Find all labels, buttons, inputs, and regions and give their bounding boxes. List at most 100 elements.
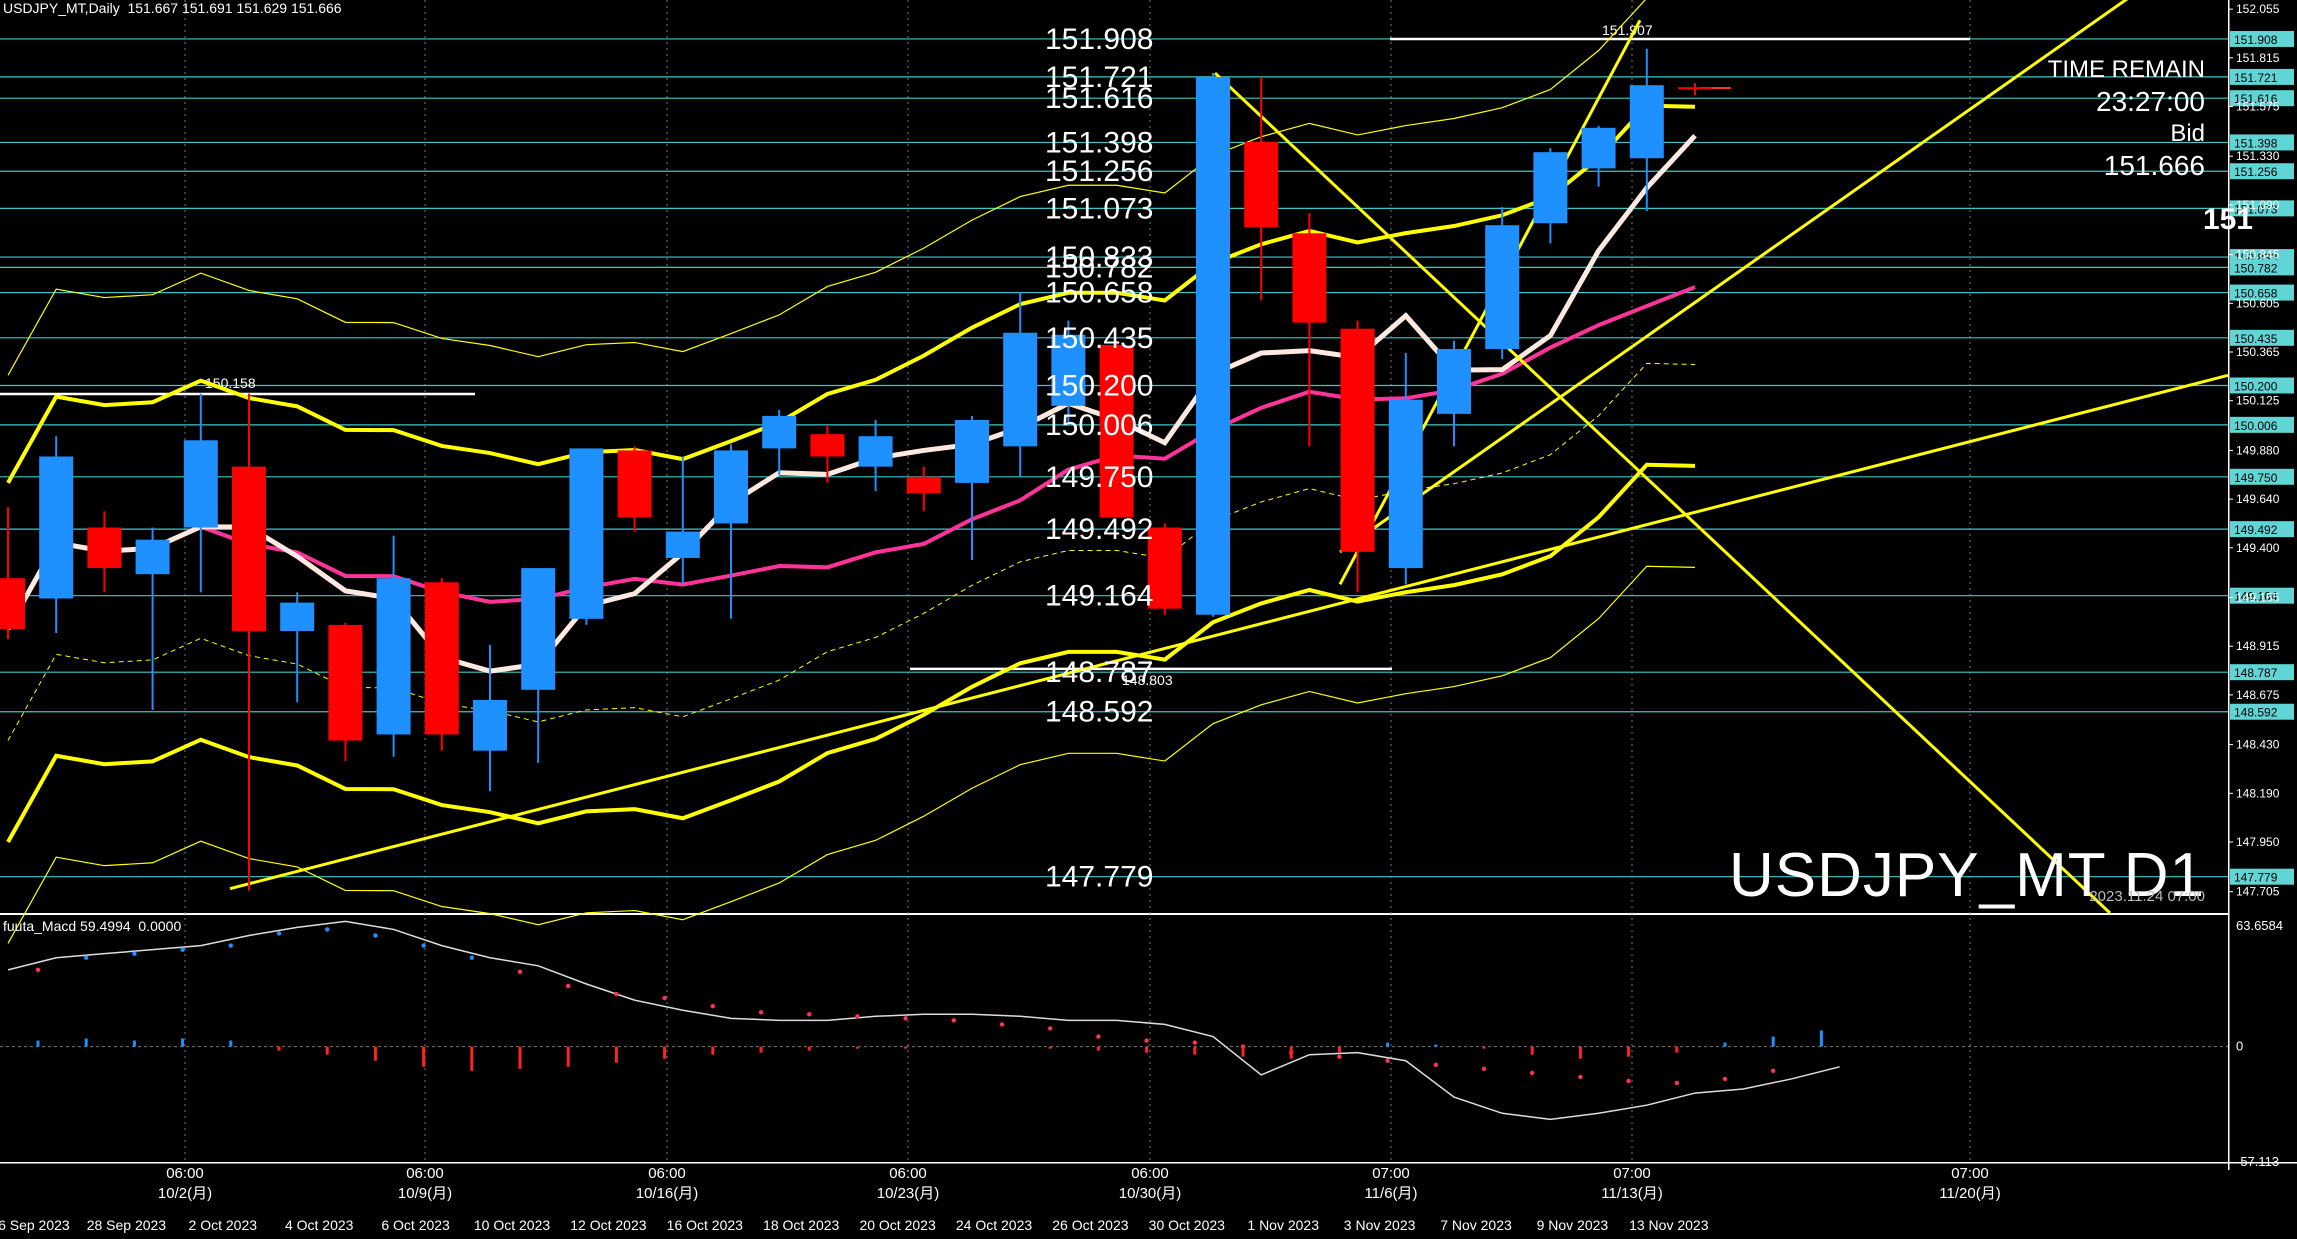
date-label: 26 Oct 2023 <box>1052 1217 1128 1233</box>
candle <box>135 527 170 711</box>
candle-body <box>376 578 411 735</box>
macd-signal-dot <box>373 933 378 938</box>
candle <box>1485 206 1520 360</box>
candle-body <box>1051 334 1086 406</box>
macd-signal-dot <box>903 1016 908 1021</box>
time-label-bottom: 10/16(月) <box>636 1185 699 1202</box>
time-label-bottom: 10/30(月) <box>1119 1185 1182 1202</box>
date-label: 1 Nov 2023 <box>1247 1217 1319 1233</box>
candle-body <box>1388 399 1423 569</box>
macd-signal-dot <box>421 943 426 948</box>
axis-level-text: 149.164 <box>2234 590 2278 604</box>
time-label-bottom: 11/6(月) <box>1364 1185 1417 1202</box>
candle <box>87 511 122 593</box>
macd-signal-dot <box>1337 1054 1342 1059</box>
price-axis: 151.908 151.721 151.616 151.398 151.256 151.0… <box>2228 2 2294 899</box>
axis-level-badge <box>2230 377 2294 394</box>
macd-signal-dot <box>517 969 523 975</box>
ichimoku-span <box>7 362 1696 741</box>
axis-tick-label: 149.640 <box>2236 492 2280 506</box>
date-label: 28 Sep 2023 <box>87 1217 167 1233</box>
candle-body <box>0 578 25 629</box>
macd-signal-dot <box>758 1010 764 1015</box>
macd-signal-dot <box>566 983 571 989</box>
candle <box>1147 523 1182 615</box>
price-level-label: 151.073 <box>1045 192 1153 225</box>
macd-signal-dot <box>325 927 330 932</box>
macd-signal-dot <box>84 955 89 960</box>
date-label: 3 Nov 2023 <box>1344 1217 1416 1233</box>
axis-tick-label: 148.675 <box>2236 688 2280 702</box>
candle-body <box>473 699 507 751</box>
axis-level-badge <box>2230 664 2294 681</box>
candle-body <box>1196 77 1230 615</box>
candle <box>1340 320 1375 593</box>
axis-level-badge <box>2230 200 2294 217</box>
macd-main-line <box>7 920 1840 1121</box>
candle <box>328 622 363 761</box>
macd-axis-label: -57.113 <box>2236 1154 2279 1169</box>
macd-signal-dot <box>1722 1076 1728 1082</box>
candle <box>1533 148 1568 244</box>
axis-level-text: 151.616 <box>2234 92 2278 106</box>
candle <box>665 456 700 585</box>
time-label-bottom: 10/23(月) <box>877 1185 940 1202</box>
candle <box>1292 213 1327 447</box>
annotation-151907: 151.907 <box>1602 22 1653 38</box>
candle-body <box>328 624 363 741</box>
date-label: 24 Oct 2023 <box>956 1217 1032 1233</box>
axis-tick-label: 149.155 <box>2236 591 2280 605</box>
candle <box>1099 340 1134 518</box>
time-remain-value: 23:27:00 <box>2096 86 2205 117</box>
axis-level-badge <box>2230 868 2294 885</box>
axis-level-text: 150.200 <box>2234 379 2278 393</box>
time-label-top: 07:00 <box>1372 1165 1410 1182</box>
macd-panel: 63.6584 0 -57.113 <box>0 918 2283 1169</box>
macd-signal-dot <box>1048 1026 1053 1031</box>
axis-level-badge <box>2230 468 2294 485</box>
time-axis: 06:00 10/2(月) 06:00 10/9(月) 06:00 10/16(月) 06:… <box>0 1165 2001 1233</box>
candle <box>183 393 218 593</box>
axis-tick-label: 150.365 <box>2236 345 2280 359</box>
axis-tick-label: 147.950 <box>2236 835 2280 849</box>
price-level-label: 150.658 <box>1045 277 1153 310</box>
candle <box>1003 292 1038 477</box>
macd-signal-dot <box>1385 1058 1390 1063</box>
bold-price: 151 <box>2202 203 2253 236</box>
axis-tick-label: 152.055 <box>2236 2 2280 16</box>
macd-signal-dot <box>469 955 474 960</box>
axis-tick-label: 150.125 <box>2236 394 2280 408</box>
macd-signal-dot <box>1096 1034 1101 1039</box>
macd-axis-label: 63.6584 <box>2236 918 2283 933</box>
date-label: 20 Oct 2023 <box>859 1217 935 1233</box>
bollinger-outer-lower <box>7 565 1696 944</box>
axis-level-text: 147.779 <box>2234 871 2278 885</box>
candle <box>714 444 748 619</box>
axis-level-badge <box>2230 134 2294 151</box>
axis-level-text: 150.782 <box>2234 261 2278 275</box>
candle-body <box>569 448 604 619</box>
candle-body <box>1099 344 1134 518</box>
candle-body <box>810 434 845 457</box>
axis-level-text: 151.073 <box>2234 202 2278 216</box>
price-level-label: 150.833 <box>1045 241 1153 274</box>
price-level-label: 151.908 <box>1045 23 1153 56</box>
candle-body <box>1292 233 1327 323</box>
bollinger-outer-upper <box>7 0 1646 376</box>
price-level-label: 148.787 <box>1045 656 1153 689</box>
time-label-bottom: 11/13(月) <box>1601 1185 1662 1202</box>
candle <box>906 466 941 512</box>
axis-level-badge <box>2230 163 2294 180</box>
candle-body <box>1003 332 1038 447</box>
time-remain-label: TIME REMAIN <box>2047 56 2205 83</box>
time-label-top: 06:00 <box>166 1165 204 1182</box>
candle-body <box>232 466 266 631</box>
axis-level-text: 150.435 <box>2234 332 2278 346</box>
candle-body <box>39 456 74 599</box>
axis-level-badge <box>2230 703 2294 720</box>
date-label: 2 Oct 2023 <box>189 1217 258 1233</box>
date-label: 26 Sep 2023 <box>0 1217 70 1233</box>
candle <box>39 436 74 634</box>
time-label-top: 06:00 <box>1131 1165 1169 1182</box>
macd-signal-dot <box>35 967 41 973</box>
